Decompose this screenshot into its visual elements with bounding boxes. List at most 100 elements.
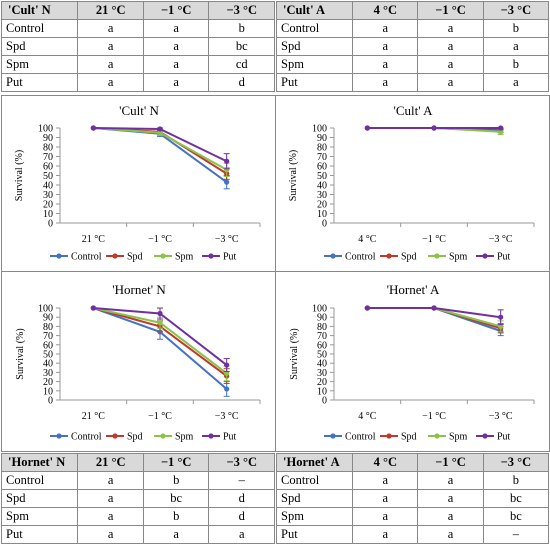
series-put	[364, 125, 504, 131]
table-title-cell: 'Cult' A	[275, 1, 354, 20]
legend-item: Spd	[380, 432, 417, 443]
y-axis-label: Survival (%)	[289, 328, 300, 379]
y-tick-label: 0	[322, 396, 327, 407]
legend-marker	[330, 253, 336, 259]
data-point	[224, 370, 230, 376]
legend-label: Control	[71, 252, 102, 263]
legend: Control Spd Spm Put	[50, 252, 237, 263]
table-cell: a	[417, 37, 484, 56]
x-tick-label: 21 °C	[82, 234, 105, 245]
table-cell: b	[208, 19, 275, 38]
table-header-row: 'Hornet' N 21 °C −1 °C −3 °C	[0, 453, 275, 472]
row-label: Spd	[0, 37, 79, 56]
data-point	[498, 323, 504, 329]
legend-marker	[208, 253, 214, 259]
legend-item: Control	[324, 432, 376, 443]
y-tick-label: 80	[43, 143, 53, 154]
table-cell: a	[352, 19, 419, 38]
legend-item: Put	[476, 252, 511, 263]
x-tick-label: −3 °C	[489, 234, 513, 245]
y-tick-label: 70	[43, 331, 53, 342]
series-line	[367, 307, 501, 332]
series-put	[90, 305, 230, 372]
y-tick-label: 30	[43, 190, 53, 201]
y-tick-label: 20	[43, 377, 53, 388]
column-header: −1 °C	[417, 1, 484, 20]
legend-marker	[56, 253, 62, 259]
table-title-cell: 'Hornet' N	[0, 453, 79, 472]
table-cell: a	[352, 525, 419, 544]
table-cell: d	[208, 73, 275, 92]
data-point	[224, 362, 230, 368]
legend: Control Spd Spm Put	[324, 432, 511, 443]
y-tick-label: 30	[317, 368, 327, 379]
table-cell: a	[417, 525, 484, 544]
legend-label: Put	[497, 432, 511, 443]
y-axis-label: Survival (%)	[15, 328, 26, 379]
y-tick-label: 90	[317, 313, 327, 324]
table-cell: a	[352, 507, 419, 526]
table-row: Control a a b	[0, 19, 275, 38]
table-row: Spd a bc d	[0, 489, 275, 508]
table-row: Put a a d	[0, 73, 275, 92]
table-title-cell: 'Cult' N	[0, 1, 79, 20]
y-tick-label: 90	[43, 133, 53, 144]
row-label: Spm	[0, 507, 79, 526]
table-cell: d	[208, 507, 275, 526]
legend: Control Spd Spm Put	[324, 252, 511, 263]
data-point	[364, 305, 370, 311]
table-row: Control a a b	[275, 471, 550, 490]
legend-label: Spm	[449, 252, 468, 263]
legend-item: Spm	[154, 432, 194, 443]
y-tick-label: 40	[43, 181, 53, 192]
row-label: Put	[275, 73, 354, 92]
legend-marker	[112, 433, 118, 439]
table-cell: a	[77, 489, 144, 508]
x-tick-label: −1 °C	[422, 234, 446, 245]
legend: Control Spd Spm Put	[50, 432, 237, 443]
y-tick-label: 10	[43, 386, 53, 397]
legend-label: Spm	[449, 432, 468, 443]
y-tick-label: 0	[48, 396, 53, 407]
y-tick-label: 70	[43, 152, 53, 163]
data-point	[224, 158, 230, 164]
table-cell: –	[482, 525, 550, 544]
data-point	[224, 179, 230, 185]
row-label: Spm	[0, 55, 79, 74]
table-row: Spm a b d	[0, 507, 275, 526]
column-header: −3 °C	[482, 1, 550, 20]
table-cell: cd	[208, 55, 275, 74]
legend-marker	[112, 253, 118, 259]
y-tick-label: 30	[317, 190, 327, 201]
legend-item: Spd	[380, 252, 417, 263]
data-point	[364, 125, 370, 131]
chart-title: 'Cult' A	[394, 103, 434, 118]
table-cell: a	[142, 19, 210, 38]
table-cell: –	[208, 471, 275, 490]
legend-marker	[330, 433, 336, 439]
table-row: Spd a a bc	[0, 37, 275, 56]
table-cell: a	[77, 19, 144, 38]
table-cell: d	[208, 489, 275, 508]
legend-item: Spd	[106, 252, 143, 263]
data-point	[431, 125, 437, 131]
row-label: Put	[0, 73, 79, 92]
legend-item: Put	[476, 432, 511, 443]
table-row: Put a a –	[275, 525, 550, 544]
legend-label: Spm	[175, 432, 194, 443]
table-row: Put a a a	[0, 525, 275, 544]
y-tick-label: 70	[317, 152, 327, 163]
table-cell: a	[352, 471, 419, 490]
table-cell: a	[142, 37, 210, 56]
table-cell: b	[482, 471, 550, 490]
y-tick-label: 50	[43, 350, 53, 361]
chart-title: 'Hornet' A	[387, 282, 440, 297]
legend-marker	[160, 253, 166, 259]
row-label: Control	[0, 471, 79, 490]
legend-label: Spd	[401, 432, 417, 443]
y-tick-label: 30	[43, 368, 53, 379]
